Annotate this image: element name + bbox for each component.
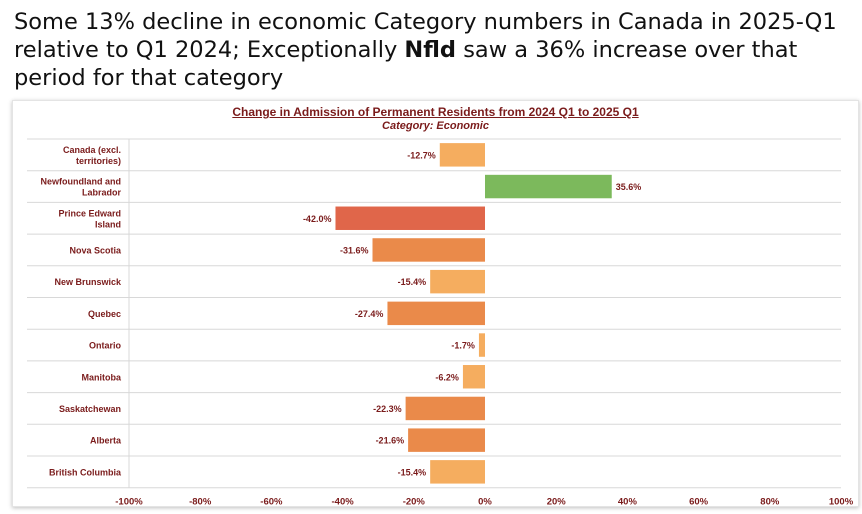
x-tick-label: 20% [547, 497, 567, 506]
data-label: -31.6% [340, 245, 369, 255]
data-label: -22.3% [373, 404, 402, 414]
data-label: -15.4% [398, 277, 427, 287]
category-label: New Brunswick [54, 277, 122, 287]
data-label: -6.2% [435, 372, 459, 382]
category-label: Labrador [82, 188, 122, 198]
category-label: Prince Edward [58, 208, 121, 218]
bar [439, 143, 485, 167]
x-tick-label: -20% [403, 497, 426, 506]
bar [430, 460, 485, 484]
x-tick-label: 80% [760, 497, 780, 506]
headline-bold-text: Nfld [404, 37, 457, 63]
bar [478, 333, 485, 357]
data-label: -27.4% [355, 309, 384, 319]
category-label: Quebec [88, 309, 121, 319]
data-label: -12.7% [407, 150, 436, 160]
bar [335, 206, 485, 230]
x-tick-label: 60% [689, 497, 709, 506]
x-tick-label: 100% [829, 497, 854, 506]
bar [405, 396, 485, 421]
bar [462, 365, 485, 389]
category-label: territories) [76, 156, 121, 166]
x-tick-label: 40% [618, 497, 638, 506]
bar [430, 269, 485, 294]
category-label: Canada (excl. [63, 145, 121, 155]
headline-text-part1: Some 13% decline in economic Category nu… [14, 9, 837, 63]
data-label: -21.6% [376, 436, 405, 446]
bar [485, 174, 612, 199]
bar [408, 428, 485, 452]
bar [372, 238, 485, 262]
category-label: Alberta [90, 436, 122, 446]
category-label: Manitoba [82, 372, 122, 382]
category-label: Newfoundland and [41, 177, 122, 187]
x-tick-label: 0% [478, 497, 492, 506]
chart-subtitle: Category: Economic [382, 120, 489, 132]
bar [387, 301, 485, 326]
x-tick-label: -100% [115, 497, 143, 506]
x-tick-label: -60% [260, 497, 283, 506]
data-label: -42.0% [303, 214, 332, 224]
chart-frame: Change in Admission of Permanent Residen… [12, 100, 859, 507]
chart-title: Change in Admission of Permanent Residen… [232, 105, 639, 119]
category-label: Island [95, 219, 121, 229]
headline: Some 13% decline in economic Category nu… [14, 8, 850, 92]
category-label: Saskatchewan [59, 404, 121, 414]
bar-chart: -12.7% Canada (excl.territories) 35.6% Newf… [27, 138, 854, 506]
data-label: -15.4% [398, 467, 427, 477]
data-label: -1.7% [451, 341, 475, 351]
x-tick-label: -40% [332, 497, 355, 506]
data-label: 35.6% [616, 182, 642, 192]
category-label: Nova Scotia [69, 245, 122, 255]
category-label: British Columbia [49, 467, 122, 477]
headline-text-part2: saw a 36% increase over that period for … [14, 37, 798, 91]
x-tick-label: -80% [189, 497, 212, 506]
category-label: Ontario [89, 341, 122, 351]
